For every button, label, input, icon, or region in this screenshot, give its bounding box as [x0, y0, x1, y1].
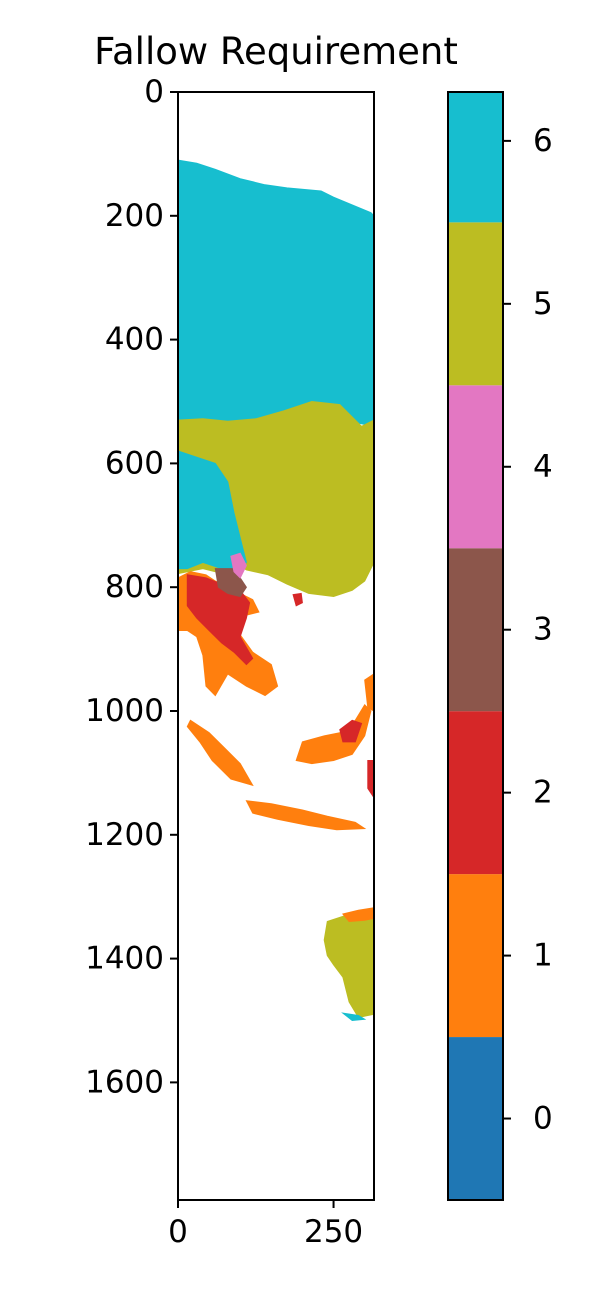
- colorbar-tick-label: 4: [533, 449, 553, 485]
- region-value-6: [178, 159, 374, 427]
- region-value-2: [339, 719, 363, 743]
- x-tick-label: 0: [168, 1214, 188, 1250]
- colorbar-bin-4: [448, 385, 503, 549]
- y-tick-label: 400: [105, 322, 164, 358]
- colorbar-tick-label: 5: [533, 286, 553, 322]
- region-value-1: [245, 800, 367, 831]
- colorbar-tick-label: 1: [533, 938, 553, 974]
- x-tick-label: 250: [304, 1214, 363, 1250]
- colorbar-axis: 0 1 2 3 4 5 6: [503, 123, 553, 1137]
- y-tick-label: 1600: [85, 1064, 164, 1100]
- y-tick-label: 0: [144, 74, 164, 110]
- region-value-6: [341, 1012, 367, 1022]
- heatmap-plot-area: [178, 159, 374, 1022]
- colorbar: [448, 92, 503, 1200]
- region-value-1: [186, 719, 254, 787]
- y-tick-label: 1200: [85, 817, 164, 853]
- colorbar-bin-1: [448, 874, 503, 1038]
- colorbar-bin-3: [448, 548, 503, 712]
- y-tick-label: 1000: [85, 693, 164, 729]
- region-value-5: [323, 908, 374, 1018]
- y-tick-label: 600: [105, 445, 164, 481]
- plot-frame: [177, 91, 375, 1201]
- y-axis: 0 200 400 600 800 1000 1200 1400 1600: [85, 74, 178, 1100]
- x-axis: 0 250: [168, 1200, 363, 1250]
- region-value-6: [178, 450, 247, 570]
- colorbar-tick-label: 3: [533, 612, 553, 648]
- chart-title: Fallow Requirement: [94, 30, 458, 73]
- colorbar-bin-0: [448, 1037, 503, 1200]
- colorbar-bin-2: [448, 711, 503, 875]
- y-tick-label: 1400: [85, 941, 164, 977]
- y-tick-label: 800: [105, 569, 164, 605]
- colorbar-tick-label: 2: [533, 775, 553, 811]
- region-value-1: [295, 703, 372, 765]
- colorbar-tick-label: 0: [533, 1101, 553, 1137]
- y-tick-label: 200: [105, 198, 164, 234]
- region-value-1: [342, 907, 374, 923]
- colorbar-bin-6: [448, 92, 503, 223]
- colorbar-tick-label: 6: [533, 123, 553, 159]
- colorbar-bin-5: [448, 222, 503, 386]
- region-value-1: [364, 673, 374, 712]
- region-value-2: [367, 760, 374, 799]
- colorbar-frame: [447, 91, 504, 1201]
- region-value-4: [230, 552, 247, 579]
- region-value-2: [292, 592, 303, 607]
